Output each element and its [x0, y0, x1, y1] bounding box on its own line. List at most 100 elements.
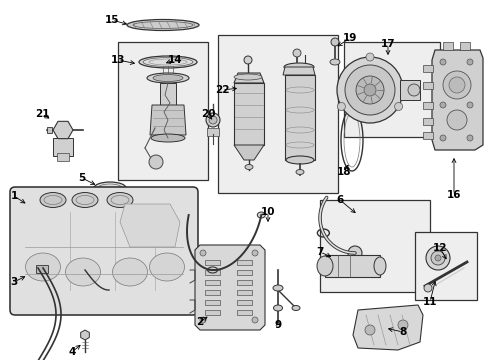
Text: 15: 15 — [104, 15, 119, 25]
Circle shape — [423, 284, 431, 292]
Ellipse shape — [25, 253, 61, 281]
Bar — [53, 138, 73, 156]
Ellipse shape — [272, 285, 283, 291]
Ellipse shape — [295, 170, 304, 175]
Bar — [118, 42, 207, 180]
Circle shape — [397, 320, 407, 330]
Circle shape — [149, 155, 163, 169]
Circle shape — [355, 76, 383, 104]
Polygon shape — [195, 245, 264, 330]
Bar — [204, 310, 220, 315]
Text: 21: 21 — [35, 109, 49, 119]
Ellipse shape — [153, 75, 183, 81]
Text: 18: 18 — [336, 167, 350, 177]
Bar — [414, 232, 476, 300]
Text: 22: 22 — [214, 85, 229, 95]
Bar — [237, 260, 251, 265]
Bar — [204, 260, 220, 265]
Bar — [160, 83, 176, 133]
Ellipse shape — [407, 84, 419, 96]
Bar — [204, 300, 220, 305]
Bar — [459, 42, 469, 50]
Ellipse shape — [72, 193, 98, 207]
Circle shape — [394, 103, 402, 111]
Circle shape — [363, 84, 375, 96]
Ellipse shape — [147, 73, 189, 83]
Bar — [237, 310, 251, 315]
Bar — [204, 280, 220, 285]
Bar — [343, 42, 439, 137]
Polygon shape — [283, 67, 314, 75]
Circle shape — [364, 325, 374, 335]
Circle shape — [251, 250, 258, 256]
Circle shape — [200, 317, 205, 323]
Text: 13: 13 — [110, 55, 125, 65]
Bar — [319, 200, 429, 292]
Text: 9: 9 — [274, 320, 281, 330]
Circle shape — [466, 135, 472, 141]
Ellipse shape — [205, 113, 220, 127]
Ellipse shape — [127, 19, 199, 31]
Text: 19: 19 — [342, 33, 356, 43]
Circle shape — [244, 56, 251, 64]
Text: 3: 3 — [10, 277, 18, 287]
Ellipse shape — [149, 253, 184, 281]
Circle shape — [200, 250, 205, 256]
Bar — [237, 300, 251, 305]
Bar — [237, 280, 251, 285]
Circle shape — [330, 38, 338, 46]
Ellipse shape — [291, 306, 299, 310]
Polygon shape — [234, 73, 264, 83]
Ellipse shape — [329, 59, 339, 65]
Circle shape — [439, 135, 445, 141]
Polygon shape — [431, 50, 482, 150]
Polygon shape — [234, 145, 264, 160]
Circle shape — [425, 246, 449, 270]
Circle shape — [466, 102, 472, 108]
Ellipse shape — [65, 258, 101, 286]
Bar — [204, 270, 220, 275]
Circle shape — [430, 251, 444, 265]
Text: 16: 16 — [446, 190, 460, 200]
Circle shape — [439, 102, 445, 108]
Text: 12: 12 — [432, 243, 447, 253]
Circle shape — [251, 317, 258, 323]
Circle shape — [347, 246, 361, 260]
Ellipse shape — [40, 193, 66, 207]
Text: 11: 11 — [422, 297, 436, 307]
Ellipse shape — [373, 257, 385, 275]
Bar — [422, 118, 432, 125]
Text: 17: 17 — [380, 39, 394, 49]
Bar — [422, 132, 432, 139]
Bar — [325, 255, 379, 277]
Circle shape — [337, 103, 345, 111]
Text: 4: 4 — [68, 347, 76, 357]
Bar — [442, 42, 452, 50]
Circle shape — [336, 57, 402, 123]
Polygon shape — [352, 305, 422, 350]
Ellipse shape — [285, 156, 313, 164]
Circle shape — [448, 77, 464, 93]
Ellipse shape — [208, 116, 217, 124]
Bar — [285, 75, 314, 160]
Bar — [47, 127, 52, 133]
Text: 14: 14 — [167, 55, 182, 65]
Text: 8: 8 — [399, 327, 406, 337]
Ellipse shape — [234, 74, 262, 80]
Ellipse shape — [151, 134, 184, 142]
Ellipse shape — [257, 212, 265, 218]
Bar — [206, 128, 219, 136]
Bar — [399, 80, 419, 100]
Circle shape — [446, 110, 466, 130]
Text: 6: 6 — [336, 195, 343, 205]
Circle shape — [442, 71, 470, 99]
Polygon shape — [120, 204, 180, 247]
Text: 20: 20 — [201, 109, 215, 119]
Ellipse shape — [244, 165, 252, 170]
Ellipse shape — [273, 305, 282, 311]
Bar — [36, 265, 48, 273]
Circle shape — [434, 255, 440, 261]
Ellipse shape — [284, 63, 313, 71]
Circle shape — [466, 59, 472, 65]
Ellipse shape — [107, 193, 133, 207]
